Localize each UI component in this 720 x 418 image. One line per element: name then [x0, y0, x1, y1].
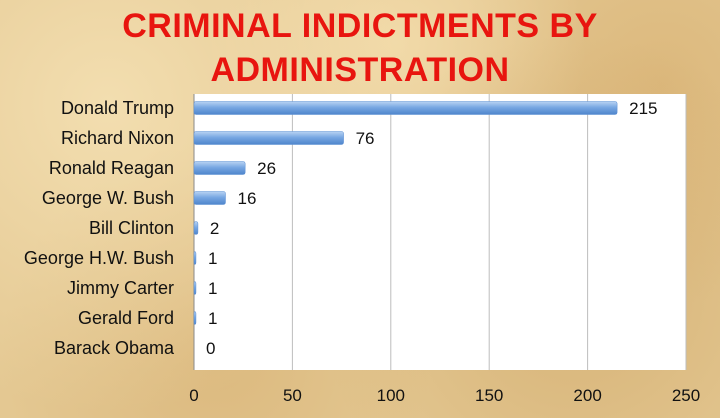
- bar: [193, 251, 197, 265]
- category-label: Richard Nixon: [61, 128, 174, 148]
- data-label: 0: [206, 339, 215, 358]
- data-label: 1: [208, 309, 217, 328]
- data-label: 1: [208, 249, 217, 268]
- bar: [193, 131, 344, 145]
- category-label: Donald Trump: [61, 98, 174, 118]
- category-label: Ronald Reagan: [49, 158, 174, 178]
- bar: [193, 311, 197, 325]
- bar: [193, 281, 197, 295]
- data-label: 215: [629, 99, 657, 118]
- chart-title-line-2: ADMINISTRATION: [210, 51, 510, 89]
- x-tick-label: 100: [377, 386, 405, 405]
- chart-title-line-1: CRIMINAL INDICTMENTS BY: [122, 7, 598, 45]
- data-label: 76: [356, 129, 375, 148]
- category-label: Barack Obama: [54, 338, 175, 358]
- bar: [193, 191, 226, 205]
- bar: [193, 161, 246, 175]
- category-label: Gerald Ford: [78, 308, 174, 328]
- chart-title: CRIMINAL INDICTMENTS BY ADMINISTRATION: [0, 4, 720, 92]
- x-tick-label: 250: [672, 386, 700, 405]
- bar: [193, 101, 618, 115]
- data-label: 16: [237, 189, 256, 208]
- data-label: 26: [257, 159, 276, 178]
- x-tick-label: 50: [283, 386, 302, 405]
- data-label: 1: [208, 279, 217, 298]
- data-label: 2: [210, 219, 219, 238]
- x-tick-label: 0: [189, 386, 198, 405]
- category-label: Jimmy Carter: [67, 278, 174, 298]
- bar: [193, 221, 199, 235]
- x-tick-label: 150: [475, 386, 503, 405]
- category-label: George H.W. Bush: [24, 248, 174, 268]
- category-label: George W. Bush: [42, 188, 174, 208]
- category-label: Bill Clinton: [89, 218, 174, 238]
- x-tick-label: 200: [573, 386, 601, 405]
